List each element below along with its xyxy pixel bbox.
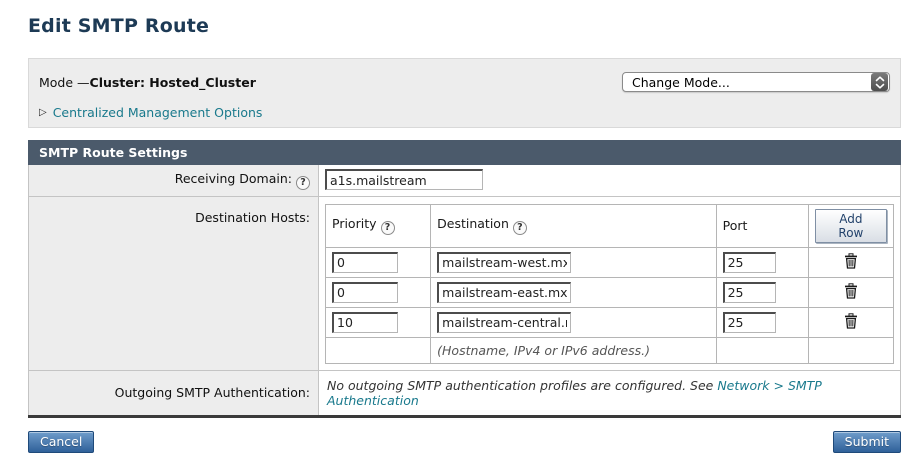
page-content: Edit SMTP Route Mode —Cluster: Hosted_Cl… (28, 0, 901, 453)
destination-hosts-label: Destination Hosts: (195, 210, 310, 225)
destination-input-row3[interactable] (437, 312, 571, 333)
host-row (326, 277, 894, 307)
receiving-domain-label-cell: Receiving Domain:? (29, 165, 319, 197)
add-row-cell: Add Row (808, 204, 893, 247)
port-column-header: Port (723, 218, 748, 233)
empty-cell (808, 337, 893, 363)
trash-icon[interactable] (844, 287, 858, 302)
smtp-route-settings-table: SMTP Route Settings Receiving Domain:? D… (28, 140, 901, 418)
destination-column-header: Destination (437, 216, 509, 231)
add-row-button[interactable]: Add Row (815, 209, 887, 243)
help-icon[interactable]: ? (513, 221, 527, 235)
priority-input-row3[interactable] (332, 312, 398, 333)
help-icon[interactable]: ? (296, 176, 310, 190)
host-row (326, 307, 894, 337)
help-icon[interactable]: ? (381, 221, 395, 235)
section-header: SMTP Route Settings (29, 141, 901, 165)
destination-hosts-label-cell: Destination Hosts: (29, 196, 319, 370)
empty-cell (326, 337, 431, 363)
receiving-domain-row: Receiving Domain:? (29, 165, 901, 197)
port-input-row1[interactable] (723, 252, 776, 273)
trash-icon[interactable] (844, 317, 858, 332)
change-mode-select[interactable]: Change Mode... (622, 72, 890, 92)
outgoing-auth-label: Outgoing SMTP Authentication: (115, 385, 310, 400)
destination-hosts-row: Destination Hosts: Priority? Destination… (29, 196, 901, 370)
receiving-domain-value-cell (319, 165, 901, 197)
port-column-header-cell: Port (716, 204, 808, 247)
hosts-hint-row: (Hostname, IPv4 or IPv6 address.) (326, 337, 894, 363)
destination-column-header-cell: Destination? (431, 204, 716, 247)
receiving-domain-label: Receiving Domain: (175, 171, 292, 186)
receiving-domain-input[interactable] (325, 169, 483, 190)
hostname-hint: (Hostname, IPv4 or IPv6 address.) (437, 343, 650, 358)
centralized-management-options-link[interactable]: Centralized Management Options (53, 105, 263, 120)
mode-row: Mode —Cluster: Hosted_Cluster Change Mod… (39, 72, 890, 92)
mode-box: Mode —Cluster: Hosted_Cluster Change Mod… (28, 58, 901, 128)
mode-label: Mode — (39, 75, 90, 90)
port-input-row2[interactable] (723, 282, 776, 303)
expander-triangle-icon[interactable]: ▷ (39, 107, 47, 118)
outgoing-auth-row: Outgoing SMTP Authentication: No outgoin… (29, 370, 901, 416)
change-mode-selected-value: Change Mode... (623, 75, 871, 90)
hosts-header-row: Priority? Destination? Port Add Row (326, 204, 894, 247)
trash-icon[interactable] (844, 257, 858, 272)
mode-value: Cluster: Hosted_Cluster (90, 75, 256, 90)
priority-input-row2[interactable] (332, 282, 398, 303)
outgoing-auth-value-cell: No outgoing SMTP authentication profiles… (319, 370, 901, 416)
destination-hosts-table: Priority? Destination? Port Add Row (325, 204, 894, 364)
outgoing-auth-label-cell: Outgoing SMTP Authentication: (29, 370, 319, 416)
select-updown-icon (871, 73, 888, 91)
page-title: Edit SMTP Route (28, 14, 901, 38)
priority-column-header-cell: Priority? (326, 204, 431, 247)
empty-cell (716, 337, 808, 363)
submit-button[interactable]: Submit (833, 431, 901, 453)
priority-input-row1[interactable] (332, 252, 398, 273)
host-row (326, 247, 894, 277)
destination-input-row1[interactable] (437, 252, 571, 273)
footer-bar: Cancel Submit (28, 431, 901, 453)
centralized-management-row: ▷ Centralized Management Options (39, 103, 890, 121)
destination-input-row2[interactable] (437, 282, 571, 303)
destination-hosts-value-cell: Priority? Destination? Port Add Row (319, 196, 901, 370)
cancel-button[interactable]: Cancel (28, 431, 94, 453)
outgoing-auth-text: No outgoing SMTP authentication profiles… (325, 375, 894, 411)
priority-column-header: Priority (332, 216, 377, 231)
port-input-row3[interactable] (723, 312, 776, 333)
mode-text: Mode —Cluster: Hosted_Cluster (39, 75, 256, 90)
